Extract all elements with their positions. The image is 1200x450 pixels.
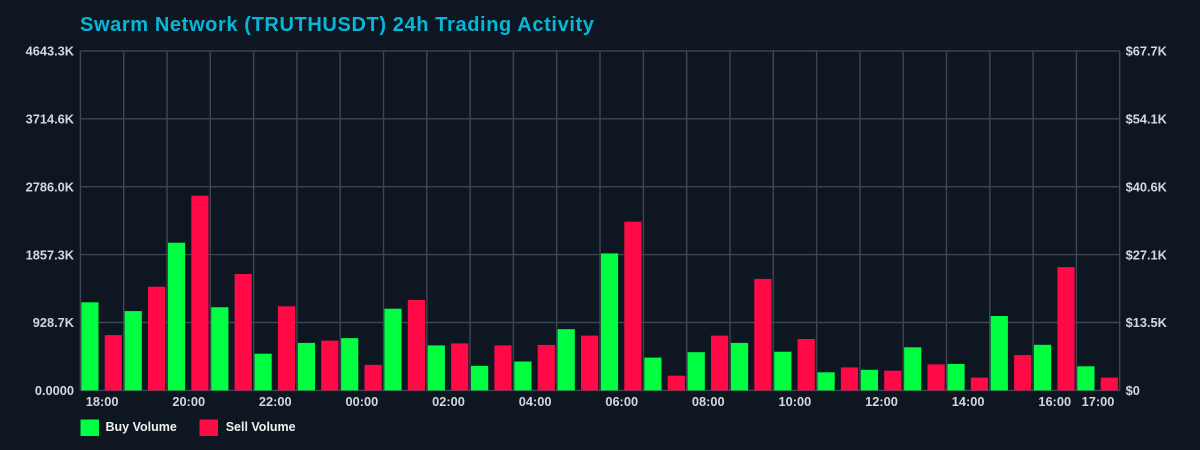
svg-text:928.7K: 928.7K bbox=[33, 315, 75, 330]
svg-text:20:00: 20:00 bbox=[172, 394, 205, 409]
svg-text:14:00: 14:00 bbox=[952, 394, 985, 409]
svg-text:Sell Volume: Sell Volume bbox=[226, 420, 296, 434]
svg-text:22:00: 22:00 bbox=[259, 394, 292, 409]
svg-text:$54.1K: $54.1K bbox=[1126, 112, 1168, 127]
svg-text:Swarm Network (TRUTHUSDT) 24h: Swarm Network (TRUTHUSDT) 24h Trading Ac… bbox=[80, 14, 595, 36]
svg-text:18:00: 18:00 bbox=[86, 394, 119, 409]
svg-text:$13.5K: $13.5K bbox=[1126, 315, 1168, 330]
svg-text:0.0000: 0.0000 bbox=[35, 383, 74, 398]
svg-text:04:00: 04:00 bbox=[519, 394, 552, 409]
svg-text:4643.3K: 4643.3K bbox=[26, 44, 75, 59]
svg-text:Buy Volume: Buy Volume bbox=[106, 420, 177, 434]
svg-text:02:00: 02:00 bbox=[432, 394, 465, 409]
svg-text:$0: $0 bbox=[1126, 383, 1140, 398]
svg-text:16:00: 16:00 bbox=[1038, 394, 1071, 409]
svg-text:$67.7K: $67.7K bbox=[1126, 44, 1168, 59]
svg-text:2786.0K: 2786.0K bbox=[26, 179, 75, 194]
svg-text:00:00: 00:00 bbox=[346, 394, 379, 409]
svg-text:12:00: 12:00 bbox=[865, 394, 898, 409]
svg-text:06:00: 06:00 bbox=[605, 394, 638, 409]
svg-text:$40.6K: $40.6K bbox=[1126, 179, 1168, 194]
svg-text:$27.1K: $27.1K bbox=[1126, 247, 1168, 262]
svg-text:1857.3K: 1857.3K bbox=[26, 247, 75, 262]
svg-text:08:00: 08:00 bbox=[692, 394, 725, 409]
svg-text:10:00: 10:00 bbox=[779, 394, 812, 409]
svg-text:17:00: 17:00 bbox=[1082, 394, 1115, 409]
svg-text:3714.6K: 3714.6K bbox=[26, 112, 75, 127]
